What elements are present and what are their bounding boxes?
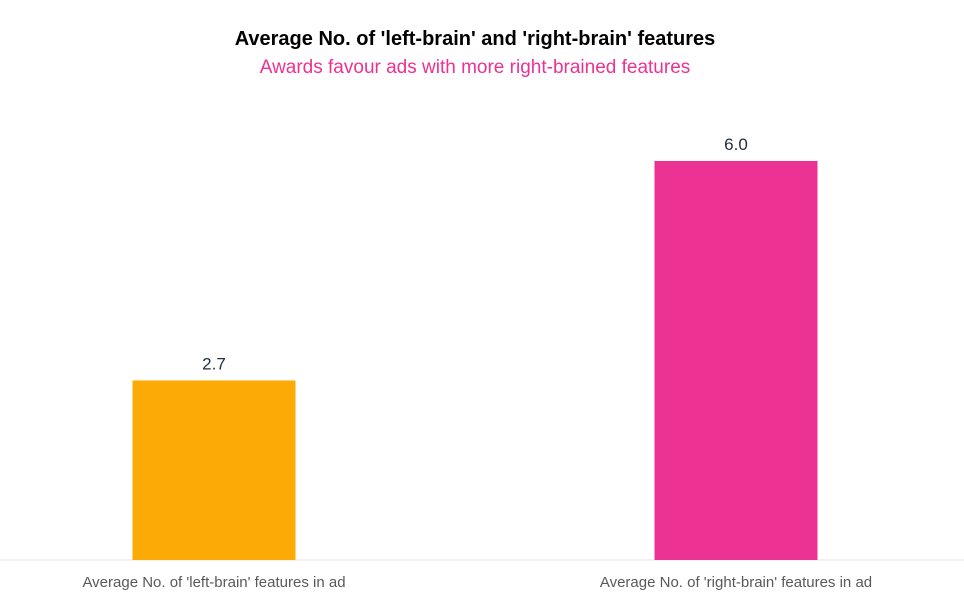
data-label-1: 2.7: [202, 354, 226, 373]
bar-2: [654, 161, 818, 560]
chart-title: Average No. of 'left-brain' and 'right-b…: [234, 28, 716, 50]
chart-subtitle: Awards favour ads with more right-braine…: [259, 57, 691, 78]
data-label-2: 6.0: [724, 135, 748, 154]
bar-1: [132, 380, 296, 560]
x-tick-label-1: Average No. of 'left-brain' features in …: [82, 574, 345, 591]
x-tick-label-2: Average No. of 'right-brain' features in…: [600, 574, 872, 591]
